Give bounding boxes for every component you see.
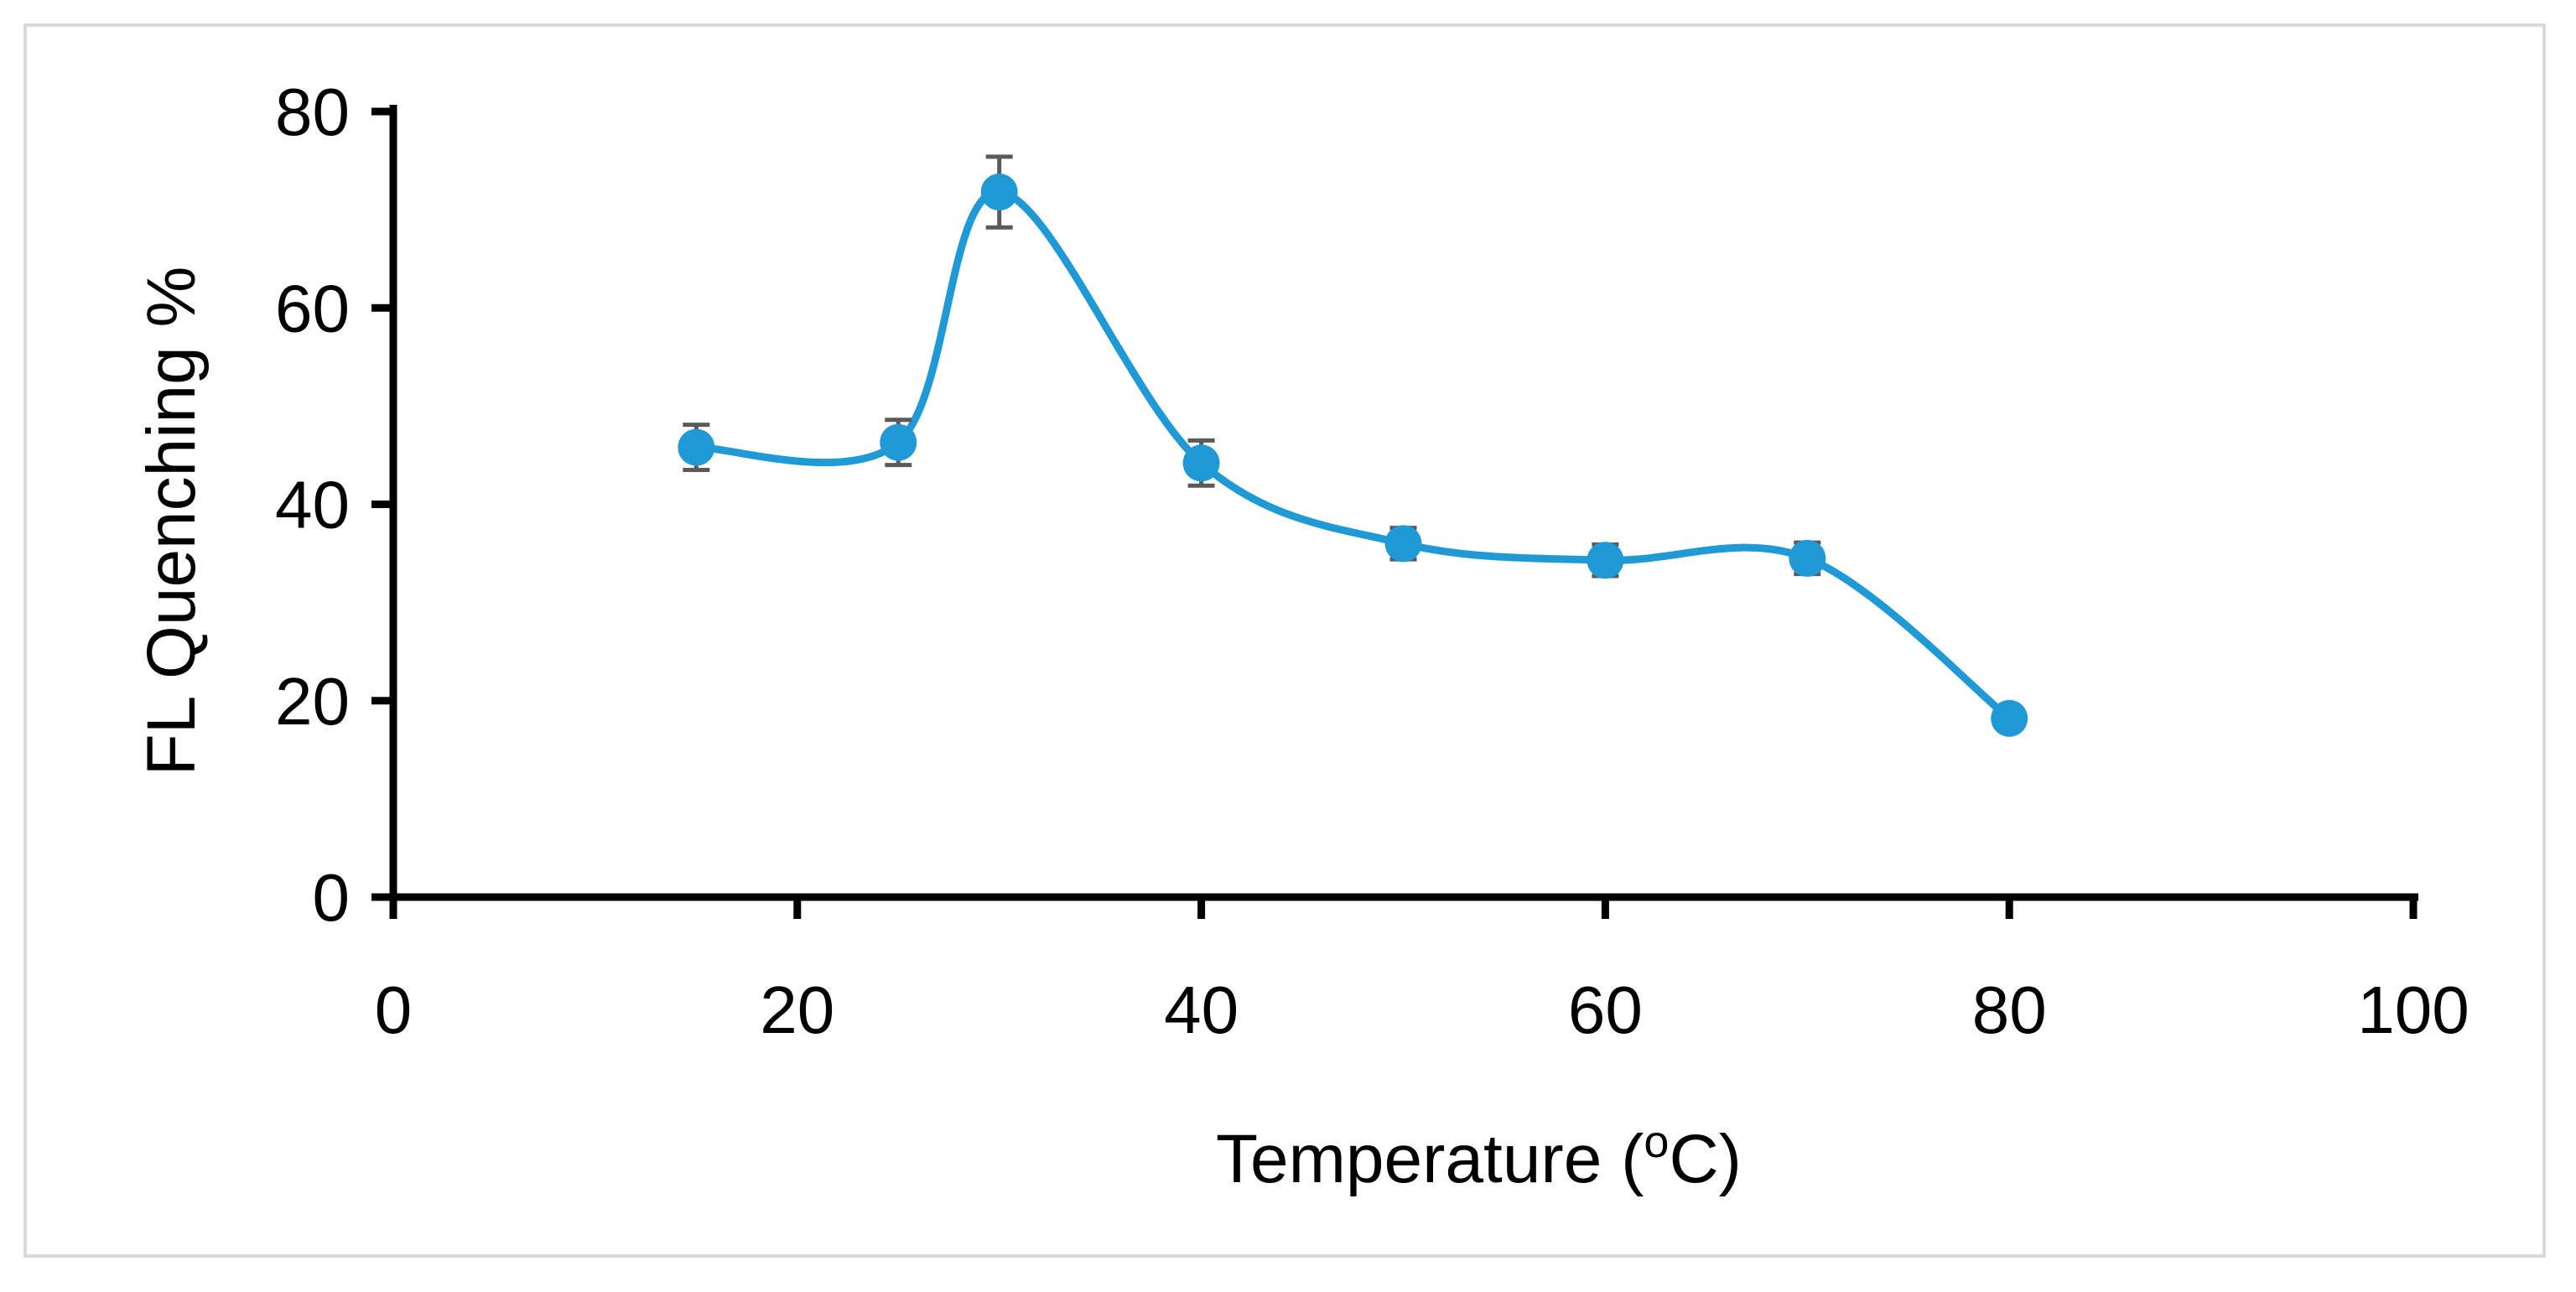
x-tick-label-80: 80 <box>1972 973 2047 1047</box>
ticks <box>371 107 2418 919</box>
data-point-40 <box>1182 444 1220 482</box>
chart: 0 20 40 60 80 0 20 40 60 80 100 Temperature (oC) F… <box>133 75 2470 1197</box>
y-tick-label-60: 60 <box>275 271 350 345</box>
axes <box>389 105 2418 901</box>
y-axis-title: FL Quenching % <box>133 267 210 776</box>
x-axis-title-superscript: o <box>1644 1117 1669 1167</box>
data-point-25 <box>880 423 917 461</box>
chart-frame: 0 20 40 60 80 0 20 40 60 80 100 Temperature (oC) F… <box>23 23 2546 1258</box>
x-axis-title: Temperature (oC) <box>1216 1117 1742 1197</box>
y-tick-label-0: 0 <box>313 860 351 935</box>
y-tick-label-40: 40 <box>275 468 350 542</box>
data-point-70 <box>1789 539 1826 577</box>
series-line-0 <box>696 188 2012 722</box>
x-tick-label-60: 60 <box>1568 973 1643 1047</box>
data-point-80 <box>1991 699 2028 737</box>
data-point-50 <box>1384 525 1422 563</box>
data-point-15 <box>678 428 715 466</box>
x-tick-label-0: 0 <box>375 973 413 1047</box>
x-axis-title-tail: C) <box>1669 1121 1742 1197</box>
tick-labels: 0 20 40 60 80 0 20 40 60 80 100 <box>275 75 2470 1047</box>
x-tick-label-20: 20 <box>760 973 834 1047</box>
series-layer <box>678 154 2028 737</box>
data-point-30 <box>980 174 1018 211</box>
x-axis-title-main: Temperature ( <box>1216 1121 1644 1197</box>
data-point-60 <box>1587 542 1624 579</box>
y-tick-label-80: 80 <box>275 75 350 149</box>
x-tick-label-100: 100 <box>2357 973 2469 1047</box>
x-tick-label-40: 40 <box>1164 973 1239 1047</box>
y-tick-label-20: 20 <box>275 664 350 739</box>
